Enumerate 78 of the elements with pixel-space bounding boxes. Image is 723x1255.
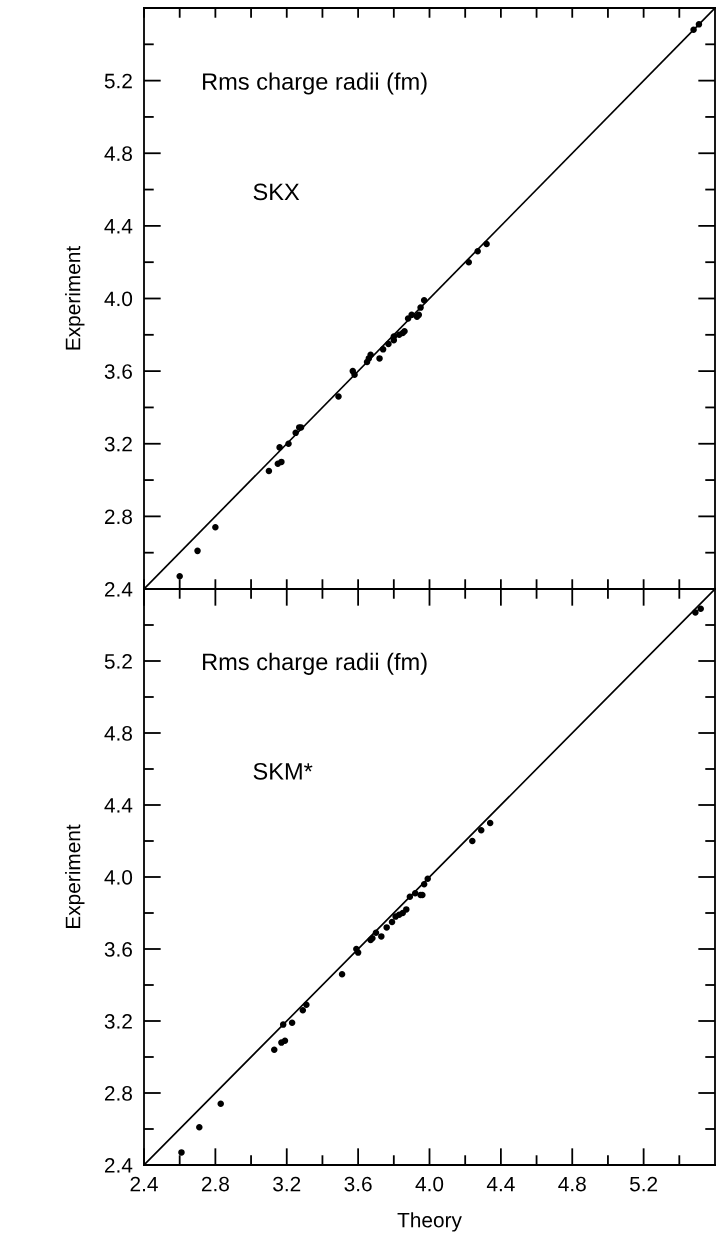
point [299, 1006, 307, 1014]
point [278, 458, 285, 466]
point [288, 1019, 296, 1027]
point [279, 1021, 287, 1028]
y-tick-label: 2.8 [104, 1086, 132, 1101]
annotation: Rms charge radii (fm) [203, 652, 427, 675]
point [690, 26, 697, 34]
y-tick-label: 4.8 [104, 726, 132, 741]
y-tick-label: 4.8 [104, 146, 132, 161]
x-tick-label: 4.4 [486, 1176, 515, 1192]
x-tick-label: 3.2 [273, 1176, 301, 1192]
point [178, 1149, 185, 1156]
x-tick-label: 5.2 [629, 1176, 658, 1192]
point [474, 248, 481, 255]
x-tick-label: 4.0 [415, 1176, 444, 1192]
y-tick-label: 3.2 [104, 436, 132, 452]
annotation: SKM* [253, 762, 313, 780]
point [403, 906, 410, 913]
point [335, 393, 342, 400]
y-axis-title: Experiment [65, 245, 85, 350]
point [388, 918, 396, 926]
point [378, 933, 385, 940]
point [217, 1100, 224, 1108]
y-tick-label: 3.6 [104, 942, 132, 957]
x-tick-label: 2.8 [201, 1176, 229, 1192]
point [692, 609, 699, 616]
y-tick-label: 2.4 [104, 1158, 133, 1173]
y-tick-label: 5.2 [104, 73, 132, 89]
point [486, 819, 494, 827]
y-tick-label: 3.6 [104, 364, 132, 379]
y-axis-title: Experiment [65, 824, 85, 928]
point [469, 837, 476, 845]
point [483, 240, 490, 248]
point [354, 949, 362, 956]
point [379, 346, 387, 353]
y-tick-label: 2.4 [104, 582, 133, 597]
point [276, 444, 283, 451]
point [383, 924, 390, 931]
y-tick-label: 4.0 [104, 291, 133, 307]
point [424, 875, 431, 883]
point [196, 1123, 203, 1131]
point [390, 337, 398, 344]
point [367, 351, 374, 359]
point [477, 826, 485, 834]
point [176, 573, 183, 580]
point [465, 258, 473, 266]
point [406, 893, 414, 901]
y-tick-label: 4.4 [104, 219, 133, 234]
y-tick-label: 5.2 [104, 654, 132, 669]
point [338, 970, 346, 978]
point [385, 340, 392, 348]
point [372, 929, 380, 937]
annotation: SKX [253, 183, 300, 201]
point [281, 1037, 289, 1045]
annotation: Rms charge radii (fm) [203, 72, 427, 95]
y-tick-label: 3.2 [104, 1014, 132, 1029]
point [303, 1001, 310, 1009]
point [376, 355, 383, 362]
y-tick-label: 4.0 [104, 870, 133, 885]
x-tick-label: 4.8 [558, 1176, 586, 1192]
point [697, 605, 704, 613]
y-tick-label: 4.4 [104, 798, 133, 813]
point [695, 21, 703, 28]
point [265, 467, 273, 475]
point [408, 311, 415, 319]
x-axis-title: Theory [397, 1212, 462, 1232]
point [417, 304, 424, 311]
point [292, 429, 299, 437]
point [351, 371, 358, 379]
point [285, 440, 292, 448]
point [271, 1046, 278, 1054]
point [420, 880, 428, 888]
y-tick-label: 2.8 [104, 509, 132, 525]
point [212, 524, 219, 531]
point [420, 297, 428, 304]
x-tick-label: 2.4 [130, 1176, 158, 1192]
x-tick-label: 3.6 [344, 1176, 372, 1192]
point [194, 547, 201, 555]
